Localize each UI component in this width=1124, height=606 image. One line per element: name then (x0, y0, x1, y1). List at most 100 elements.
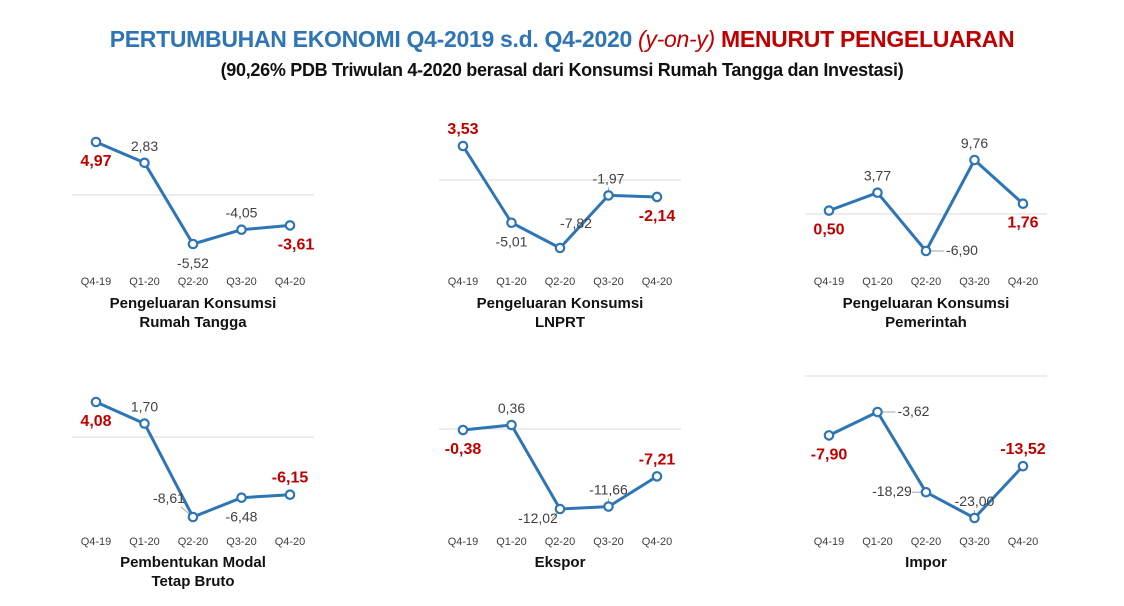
chart-panel-3: 0,50 3,77 -6,90 9,76 1,76 Q4-19 Q1-20 Q2-20 Q3-2… (805, 135, 1047, 331)
value-label: 9,76 (961, 135, 988, 151)
title-category: MENURUT PENGELUARAN (720, 26, 1015, 52)
category-tick-label: Q4-20 (275, 536, 306, 548)
data-point (920, 245, 932, 257)
value-label: -2,14 (639, 208, 676, 225)
data-point (1017, 198, 1029, 209)
value-label: -7,90 (811, 446, 848, 463)
category-tick-label: Q2-20 (178, 276, 209, 288)
category-tick-label: Q3-20 (226, 276, 257, 288)
value-label: 0,36 (498, 400, 525, 416)
category-tick-label: Q4-20 (642, 536, 673, 548)
chart-panel-2: 3,53 -5,01 -7,82 -1,97 -2,14 Q4-19 Q1-20 Q2-20 Q… (439, 121, 681, 331)
value-label: -11,66 (589, 482, 628, 498)
category-tick-label: Q3-20 (226, 536, 257, 548)
category-tick-label: Q2-20 (911, 276, 942, 288)
chart-title-line: Rumah Tangga (139, 314, 247, 331)
data-point (554, 242, 566, 254)
value-label: -7,21 (639, 451, 676, 468)
data-point (284, 220, 296, 231)
chart-panel-4: 4,08 1,70 -8,61 -6,48 -6,15 Q4-19 Q1-20 Q2-20 Q3… (72, 396, 314, 590)
data-point (187, 511, 199, 523)
category-tick-label: Q1-20 (129, 536, 160, 548)
value-label: -0,38 (445, 441, 482, 458)
value-label: -12,02 (518, 510, 558, 526)
page-title: PERTUMBUHAN EKONOMI Q4-2019 s.d. Q4-2020… (0, 26, 1124, 53)
data-point (651, 191, 663, 203)
data-point (823, 430, 835, 441)
data-point (236, 492, 247, 503)
chart-title-line: Pengeluaran Konsumsi (843, 295, 1010, 312)
category-tick-label: Q1-20 (496, 536, 527, 548)
value-label: 1,76 (1007, 215, 1038, 232)
category-tick-label: Q1-20 (862, 536, 893, 548)
value-label: -23,00 (955, 493, 995, 509)
value-label: -7,82 (560, 215, 592, 231)
category-tick-label: Q4-20 (642, 276, 673, 288)
category-tick-label: Q4-19 (448, 536, 479, 548)
data-point (554, 503, 566, 515)
chart-title-line: Pengeluaran Konsumsi (110, 295, 277, 312)
value-label: 1,70 (131, 399, 158, 415)
data-point (1017, 460, 1029, 472)
value-label: -3,61 (278, 236, 315, 253)
chart-panel-1: 4,97 2,83 -5,52 -4,05 -3,61 Q4-19 Q1-20 Q2-20 Q3… (72, 136, 315, 331)
category-tick-label: Q1-20 (862, 276, 893, 288)
chart-title-line: Tetap Bruto (151, 573, 234, 590)
value-label: -8,61 (153, 490, 185, 506)
category-tick-label: Q2-20 (911, 536, 942, 548)
data-point (90, 396, 102, 408)
chart-title-line: Pengeluaran Konsumsi (477, 295, 644, 312)
category-tick-label: Q1-20 (496, 276, 527, 288)
value-label: -3,62 (898, 403, 930, 419)
data-point (603, 501, 614, 512)
data-point (506, 419, 517, 431)
value-label: -1,97 (593, 170, 625, 186)
category-tick-label: Q4-19 (448, 276, 479, 288)
data-point (139, 418, 150, 429)
data-point (187, 238, 199, 250)
series-line (95, 140, 291, 246)
title-main: PERTUMBUHAN EKONOMI Q4-2019 s.d. Q4-2020 (109, 26, 633, 52)
value-label: -6,48 (226, 509, 258, 525)
value-label: 2,83 (131, 138, 158, 154)
chart-title-line: Impor (905, 554, 947, 571)
data-point (284, 489, 296, 501)
data-point (139, 157, 150, 169)
value-label: 4,08 (80, 413, 111, 430)
data-point (457, 424, 469, 436)
data-point (823, 205, 835, 216)
chart-title-line: Pemerintah (885, 314, 967, 331)
category-tick-label: Q4-19 (81, 536, 112, 548)
category-tick-label: Q3-20 (593, 276, 624, 288)
category-tick-label: Q4-19 (814, 536, 845, 548)
data-point (920, 486, 932, 498)
category-tick-label: Q2-20 (545, 276, 576, 288)
title-yoy: (y-on-y) (638, 26, 715, 52)
category-tick-label: Q2-20 (178, 536, 209, 548)
value-label: 4,97 (80, 153, 111, 170)
category-tick-label: Q3-20 (593, 536, 624, 548)
series-line (462, 423, 658, 511)
value-label: 3,77 (864, 168, 891, 184)
category-tick-label: Q2-20 (545, 536, 576, 548)
chart-title-line: Pembentukan Modal (120, 554, 266, 571)
category-tick-label: Q3-20 (959, 276, 990, 288)
chart-panel-6: -7,90 -3,62 -18,29 -23,00 -13,52 Q4-19 Q1-20 Q2… (805, 375, 1047, 571)
data-point (969, 512, 980, 524)
category-tick-label: Q4-20 (1008, 276, 1039, 288)
chart-title-line: LNPRT (535, 314, 585, 331)
data-point (457, 140, 469, 152)
data-point (236, 224, 247, 236)
value-label: 0,50 (813, 222, 844, 239)
series-line (461, 145, 658, 250)
category-tick-label: Q4-20 (1008, 536, 1039, 548)
chart-title-line: Ekspor (535, 554, 586, 571)
series-line (95, 400, 291, 519)
value-label: -6,90 (946, 242, 978, 258)
value-label: 3,53 (447, 121, 478, 138)
series-line (828, 158, 1025, 253)
chart-panel-5: -0,38 0,36 -12,02 -11,66 -7,21 Q4-19 Q1-20 Q2-2… (439, 400, 681, 571)
data-point (872, 187, 883, 199)
data-point (90, 136, 102, 148)
